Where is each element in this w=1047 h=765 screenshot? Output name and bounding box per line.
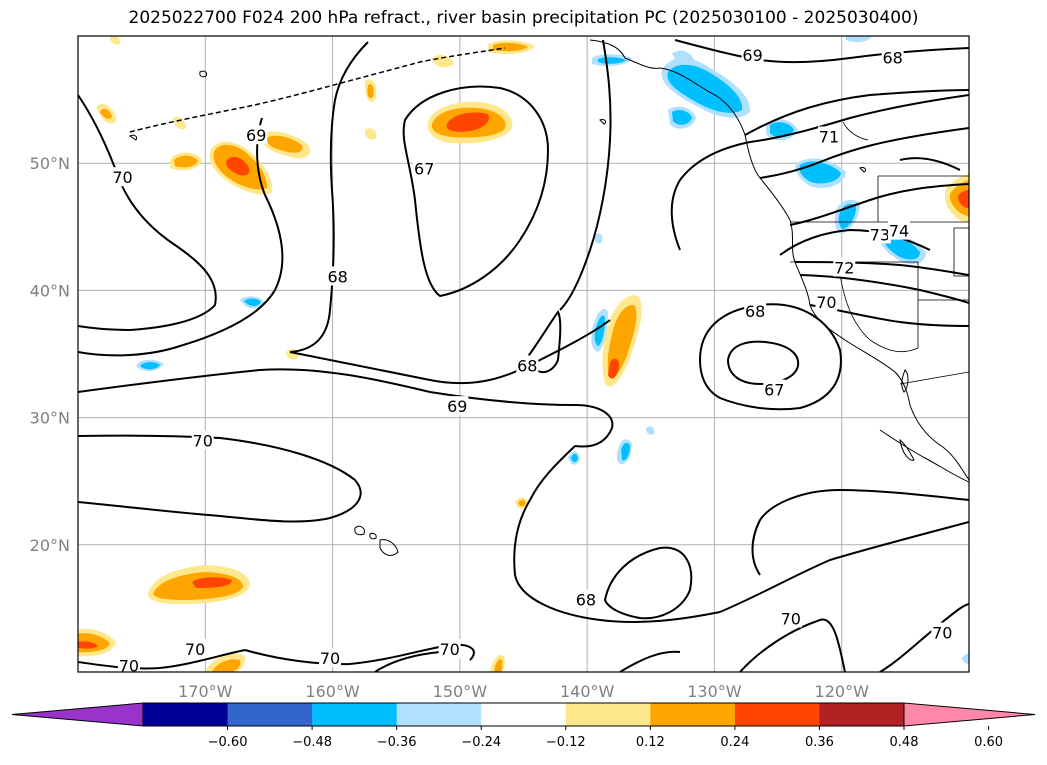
- colorbar: −0.60 −0.48 −0.36 −0.24 −0.12 0.12 0.24 0.36 0.4…: [11, 702, 1036, 750]
- colorbar-tick-label: 0.24: [720, 735, 749, 750]
- colorbar-segment: [819, 703, 905, 726]
- contour-label: 70: [112, 168, 132, 187]
- contour-label: 68: [882, 49, 902, 68]
- colorbar-tick-label: −0.48: [292, 735, 332, 750]
- contour-label-halo: [763, 379, 786, 399]
- contour-label: 69: [246, 126, 266, 145]
- longitude-tick-labels: 170°W 160°W 150°W 140°W 130°W 120°W: [178, 682, 869, 701]
- contour-label: 72: [834, 259, 854, 278]
- colorbar-segment: [312, 703, 398, 726]
- contour-label-halo: [413, 158, 436, 178]
- contour-label: 68: [745, 302, 765, 321]
- contour-label-halo: [868, 224, 891, 244]
- latitude-tick-labels: 50°N 40°N 30°N 20°N: [30, 154, 70, 555]
- colorbar-segment: [565, 703, 651, 726]
- contour-label: 70: [781, 610, 801, 629]
- lat-tick-label: 20°N: [30, 536, 70, 555]
- contour-label: 68: [327, 267, 347, 286]
- map-frame: [77, 35, 970, 673]
- lon-tick-label: 120°W: [815, 682, 870, 701]
- lat-tick-label: 40°N: [30, 281, 70, 300]
- lon-tick-label: 130°W: [687, 682, 742, 701]
- contour-label-halo: [184, 639, 207, 659]
- contour-label-halo: [779, 608, 802, 628]
- contour-label: 74: [889, 222, 909, 241]
- lat-tick-label: 50°N: [30, 154, 70, 173]
- map-title: 2025022700 F024 200 hPa refract., river …: [128, 8, 919, 28]
- colorbar-extend-low: [11, 702, 144, 727]
- positive-anomaly-blobs: [78, 36, 969, 672]
- contour-label: 70: [193, 431, 213, 450]
- contour-label-halo: [815, 291, 838, 311]
- lon-tick-label: 160°W: [305, 682, 360, 701]
- contour-label-halo: [326, 266, 349, 286]
- contour-label-halo: [574, 589, 597, 609]
- contour-label: 70: [185, 640, 205, 659]
- colorbar-segment: [650, 703, 736, 726]
- contour-label-halo: [881, 47, 904, 67]
- colorbar-tick-label: 0.12: [636, 735, 665, 750]
- contour-label: 71: [819, 127, 839, 146]
- contour-label: 70: [816, 293, 836, 312]
- contour-label: 70: [439, 640, 459, 659]
- colorbar-tick-label: −0.24: [461, 735, 501, 750]
- contour-label-halo: [191, 430, 214, 450]
- contour-label-halo: [817, 126, 840, 146]
- colorbar-tick-label: 0.60: [974, 735, 1003, 750]
- colorbar-segment: [227, 703, 313, 726]
- colorbar-segment: [396, 703, 482, 726]
- coastlines: [129, 39, 969, 556]
- lat-tick-label: 30°N: [30, 409, 70, 428]
- colorbar-tick-label: −0.60: [208, 735, 248, 750]
- refractivity-contours: [78, 39, 969, 672]
- lon-tick-label: 150°W: [433, 682, 488, 701]
- contour-label: 73: [870, 225, 890, 244]
- contour-label-halo: [741, 45, 764, 65]
- contour-label-halo: [245, 125, 268, 145]
- contour-label: 68: [576, 590, 596, 609]
- lon-tick-label: 170°W: [178, 682, 233, 701]
- contour-label: 70: [932, 624, 952, 643]
- contour-label: 68: [517, 356, 537, 375]
- colorbar-tick-label: −0.36: [377, 735, 417, 750]
- colorbar-tick-label: 0.48: [890, 735, 919, 750]
- colorbar-extend-high: [903, 702, 1036, 727]
- contour-label-halo: [446, 396, 469, 416]
- contour-label-halo: [117, 655, 140, 675]
- gridlines: [78, 36, 969, 672]
- contour-label: 69: [447, 397, 467, 416]
- contour-label: 69: [742, 46, 762, 65]
- colorbar-tick-label: 0.36: [805, 735, 834, 750]
- lon-tick-label: 140°W: [560, 682, 615, 701]
- colorbar-segment: [143, 703, 229, 726]
- contour-label: 70: [320, 649, 340, 668]
- contour-label-halo: [887, 220, 910, 240]
- colorbar-outline: [142, 702, 905, 727]
- contour-label-halo: [516, 355, 539, 375]
- contour-label-halo: [111, 167, 134, 187]
- contour-label-halo: [744, 300, 767, 320]
- colorbar-segment: [481, 703, 567, 726]
- contour-label-halo: [931, 622, 954, 642]
- precip-shading: [78, 36, 969, 672]
- contour-label-halo: [319, 648, 342, 668]
- colorbar-segment: [734, 703, 820, 726]
- contour-label: 67: [414, 159, 434, 178]
- contour-label-halo: [833, 257, 856, 277]
- contour-label: 67: [764, 381, 784, 400]
- contour-label-halo: [438, 639, 461, 659]
- contour-label: 70: [119, 657, 139, 676]
- colorbar-tick-label: −0.12: [546, 735, 586, 750]
